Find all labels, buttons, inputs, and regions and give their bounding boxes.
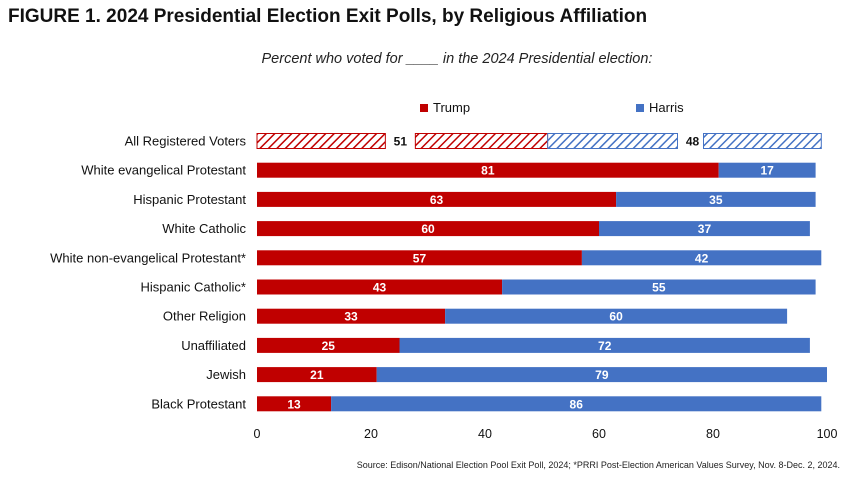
bar-harris-hispanic-catholic xyxy=(502,279,816,295)
value-label-harris-other-religion: 60 xyxy=(609,310,623,324)
bar-trump-unaffiliated xyxy=(257,337,400,353)
x-tick-label-40: 40 xyxy=(478,427,492,441)
value-label-trump-unaffiliated: 25 xyxy=(322,339,336,353)
legend-harris-label: Harris xyxy=(649,100,684,115)
bar-trump-hispanic-protestant xyxy=(257,191,617,207)
bar-trump-other-religion xyxy=(257,308,446,324)
value-label-trump-other-religion: 33 xyxy=(344,310,358,324)
category-label-all-registered-voters: All Registered Voters xyxy=(125,134,247,149)
bar-harris-other-religion xyxy=(445,308,788,324)
bar-harris-all-registered-voters-part2 xyxy=(703,133,822,149)
category-label-hispanic-catholic: Hispanic Catholic* xyxy=(141,280,247,295)
value-label-harris-white-non-evangelical-protestant: 42 xyxy=(695,251,709,265)
value-label-harris-unaffiliated: 72 xyxy=(598,339,612,353)
bar-trump-white-evangelical-protestant xyxy=(257,162,719,178)
value-label-trump-white-catholic: 60 xyxy=(421,222,435,236)
value-label-harris-jewish: 79 xyxy=(595,368,609,382)
bar-trump-white-catholic xyxy=(257,221,599,237)
chart-subtitle: Percent who voted for ____ in the 2024 P… xyxy=(261,51,653,67)
value-label-harris-all-registered-voters: 48 xyxy=(686,135,700,149)
bar-harris-white-evangelical-protestant xyxy=(718,162,816,178)
x-tick-label-60: 60 xyxy=(592,427,606,441)
bar-trump-black-protestant xyxy=(257,396,332,412)
legend-trump-label: Trump xyxy=(433,100,471,115)
source-note: Source: Edison/National Election Pool Ex… xyxy=(356,460,840,470)
category-label-white-non-evangelical-protestant: White non-evangelical Protestant* xyxy=(50,250,246,265)
value-label-trump-hispanic-protestant: 63 xyxy=(430,193,444,207)
value-label-trump-all-registered-voters: 51 xyxy=(394,135,408,149)
value-label-trump-jewish: 21 xyxy=(310,368,324,382)
category-label-other-religion: Other Religion xyxy=(163,309,246,324)
exit-poll-bar-chart: 51 48 81 17 63 35 60 37 57 42 43 55 33 60 25 72 21 79 13 86… xyxy=(50,133,838,441)
bar-trump-all-registered-voters xyxy=(256,133,386,149)
x-tick-label-80: 80 xyxy=(706,427,720,441)
category-label-hispanic-protestant: Hispanic Protestant xyxy=(133,192,246,207)
bar-harris-white-non-evangelical-protestant xyxy=(581,250,822,266)
x-tick-label-0: 0 xyxy=(254,427,261,441)
value-label-harris-white-catholic: 37 xyxy=(698,222,712,236)
value-label-harris-black-protestant: 86 xyxy=(570,397,584,411)
bar-trump-white-non-evangelical-protestant xyxy=(257,250,582,266)
bar-harris-all-registered-voters xyxy=(547,133,679,149)
legend-harris-swatch xyxy=(636,103,644,112)
bar-harris-black-protestant xyxy=(331,396,822,412)
value-label-trump-white-non-evangelical-protestant: 57 xyxy=(413,251,427,265)
bar-trump-all-registered-voters-part2 xyxy=(414,133,549,149)
category-label-unaffiliated: Unaffiliated xyxy=(181,338,246,353)
bar-trump-hispanic-catholic xyxy=(257,279,503,295)
value-label-trump-black-protestant: 13 xyxy=(287,397,301,411)
category-label-white-catholic: White Catholic xyxy=(162,221,246,236)
value-label-harris-hispanic-protestant: 35 xyxy=(709,193,723,207)
bar-harris-hispanic-protestant xyxy=(616,191,816,207)
value-label-trump-white-evangelical-protestant: 81 xyxy=(481,164,495,178)
bar-harris-white-catholic xyxy=(599,221,810,237)
bar-harris-jewish xyxy=(376,367,827,383)
value-label-trump-hispanic-catholic: 43 xyxy=(373,281,387,295)
figure-title: FIGURE 1. 2024 Presidential Election Exi… xyxy=(8,6,648,27)
x-tick-label-20: 20 xyxy=(364,427,378,441)
legend-harris: Harris xyxy=(636,100,684,115)
x-tick-label-100: 100 xyxy=(817,427,838,441)
legend-trump-swatch xyxy=(420,103,428,112)
bar-harris-unaffiliated xyxy=(399,337,810,353)
value-label-harris-hispanic-catholic: 55 xyxy=(652,281,666,295)
legend-trump: Trump xyxy=(420,100,470,115)
bar-trump-jewish xyxy=(257,367,377,383)
value-label-harris-white-evangelical-protestant: 17 xyxy=(760,164,774,178)
category-label-white-evangelical-protestant: White evangelical Protestant xyxy=(81,163,246,178)
category-label-jewish: Jewish xyxy=(206,367,246,382)
category-label-black-protestant: Black Protestant xyxy=(151,396,246,411)
